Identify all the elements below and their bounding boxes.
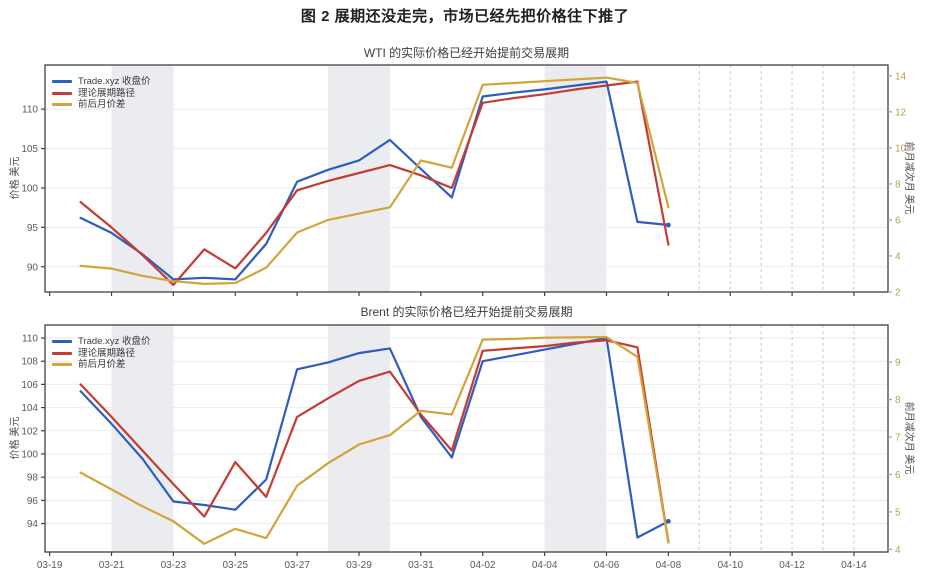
legend-label: 理论展期路径 xyxy=(78,347,136,359)
legend-label: 理论展期路径 xyxy=(78,87,136,99)
brent-chart-title: Brent 的实际价格已经开始提前交易展期 xyxy=(360,305,573,319)
legend-item-spread: 前后月价差 xyxy=(52,359,151,371)
y-tick-label-left: 105 xyxy=(21,144,38,155)
y-tick-label-left: 98 xyxy=(27,473,39,484)
y-tick-label-right: 4 xyxy=(895,251,901,262)
y-tick-label-right: 6 xyxy=(895,470,901,481)
x-tick-label: 04-14 xyxy=(841,560,867,571)
x-tick-label: 04-12 xyxy=(779,560,805,571)
x-tick-label: 03-31 xyxy=(408,560,434,571)
y-tick-label-left: 108 xyxy=(21,357,38,368)
y-tick-label-right: 12 xyxy=(895,107,907,118)
y-tick-label-left: 95 xyxy=(27,223,39,234)
brent-right-axis-label: 前月减次月 美元 xyxy=(903,401,914,475)
y-tick-label-right: 2 xyxy=(895,288,901,299)
legend-label: Trade.xyz 收盘价 xyxy=(78,336,151,348)
x-tick-label: 03-19 xyxy=(37,560,63,571)
legend-swatch-close xyxy=(52,80,72,84)
y-tick-label-left: 100 xyxy=(21,449,38,460)
legend-label: 前后月价差 xyxy=(78,99,126,111)
x-tick-label: 03-25 xyxy=(222,560,248,571)
wti-left-axis-label: 价格 美元 xyxy=(10,156,21,200)
x-tick-label: 04-02 xyxy=(470,560,496,571)
series-line-theory xyxy=(79,80,670,286)
y-tick-label-right: 9 xyxy=(895,358,901,369)
series-line-theory xyxy=(79,339,670,544)
legend-swatch-theory xyxy=(52,91,72,95)
legend-swatch-spread xyxy=(52,103,72,107)
x-tick-label: 03-21 xyxy=(99,560,125,571)
series-end-marker-close xyxy=(665,518,671,524)
y-tick-label-right: 8 xyxy=(895,179,901,190)
brent-legend: Trade.xyz 收盘价 理论展期路径 前后月价差 xyxy=(52,336,151,371)
y-tick-label-right: 10 xyxy=(895,143,907,154)
plot-frame xyxy=(44,64,889,293)
legend-swatch-theory xyxy=(52,351,72,355)
x-tick-label: 03-27 xyxy=(284,560,310,571)
legend-swatch-close xyxy=(52,340,72,344)
y-tick-label-left: 100 xyxy=(21,183,38,194)
y-tick-label-right: 14 xyxy=(895,71,907,82)
x-tick-label: 03-29 xyxy=(346,560,372,571)
y-tick-label-right: 6 xyxy=(895,215,901,226)
series-line-spread xyxy=(79,76,670,285)
series-end-marker-close xyxy=(665,222,671,228)
series-line-close xyxy=(79,336,670,539)
legend-label: 前后月价差 xyxy=(78,359,126,371)
legend-item-close: Trade.xyz 收盘价 xyxy=(52,336,151,348)
x-tick-label: 04-06 xyxy=(594,560,620,571)
series-line-spread xyxy=(79,335,670,545)
y-tick-label-left: 102 xyxy=(21,426,38,437)
x-tick-label: 03-23 xyxy=(161,560,187,571)
legend-item-theory: 理论展期路径 xyxy=(52,88,151,100)
y-tick-label-left: 104 xyxy=(21,403,38,414)
weekend-band xyxy=(544,325,607,552)
y-tick-label-right: 5 xyxy=(895,507,901,518)
y-tick-label-left: 96 xyxy=(27,496,39,507)
weekend-band xyxy=(111,325,174,552)
y-tick-label-right: 8 xyxy=(895,395,901,406)
weekend-band xyxy=(544,65,607,292)
y-tick-label-right: 4 xyxy=(895,545,901,556)
x-tick-label: 04-10 xyxy=(717,560,743,571)
legend-swatch-spread xyxy=(52,363,72,367)
wti-chart-title: WTI 的实际价格已经开始提前交易展期 xyxy=(363,46,570,60)
legend-label: Trade.xyz 收盘价 xyxy=(78,76,151,88)
x-tick-label: 04-08 xyxy=(656,560,682,571)
y-tick-label-left: 90 xyxy=(27,262,39,273)
y-tick-label-right: 7 xyxy=(895,433,901,444)
y-tick-label-left: 94 xyxy=(27,519,39,530)
legend-item-close: Trade.xyz 收盘价 xyxy=(52,76,151,88)
y-tick-label-left: 110 xyxy=(22,333,38,344)
y-tick-label-left: 110 xyxy=(22,105,38,116)
legend-item-theory: 理论展期路径 xyxy=(52,348,151,360)
x-tick-label: 04-04 xyxy=(532,560,558,571)
legend-item-spread: 前后月价差 xyxy=(52,99,151,111)
y-tick-label-left: 106 xyxy=(21,380,38,391)
figure-title: 图 2 展期还没走完，市场已经先把价格往下推了 xyxy=(300,8,630,25)
brent-left-axis-label: 价格 美元 xyxy=(10,416,21,460)
wti-right-axis-label: 前月减次月 美元 xyxy=(903,141,914,215)
plot-frame xyxy=(44,324,889,553)
wti-legend: Trade.xyz 收盘价 理论展期路径 前后月价差 xyxy=(52,76,151,111)
